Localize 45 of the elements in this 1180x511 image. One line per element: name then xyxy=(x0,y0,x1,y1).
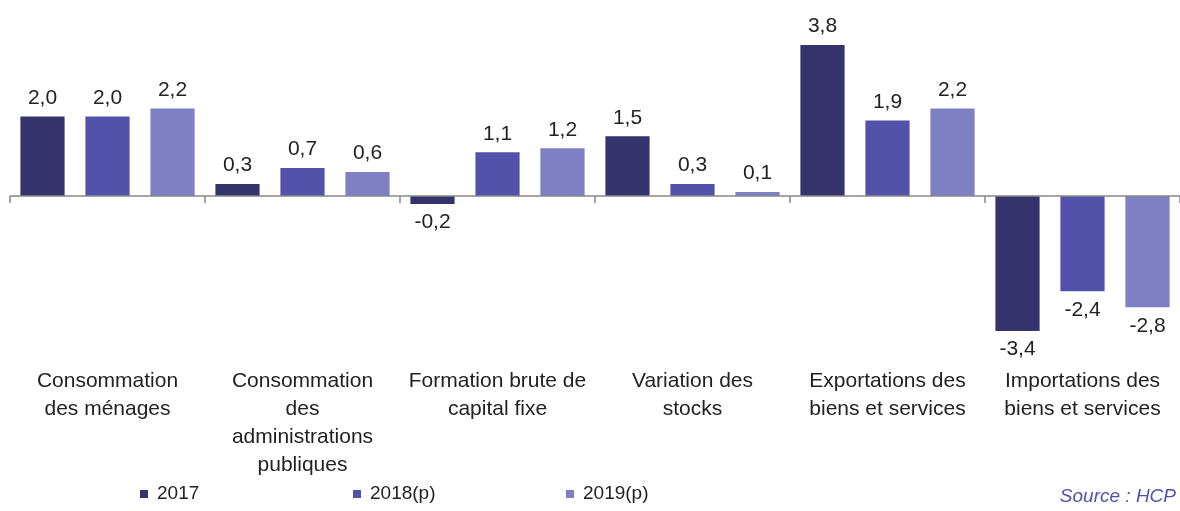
data-label: -2,4 xyxy=(1064,296,1101,320)
bar xyxy=(1125,195,1170,308)
data-label: 0,1 xyxy=(742,160,773,184)
bar xyxy=(670,184,715,196)
legend-label: 2018(p) xyxy=(370,482,436,504)
bar xyxy=(865,120,910,196)
bar xyxy=(345,172,390,196)
bar xyxy=(215,184,260,196)
data-label: 2,0 xyxy=(27,84,58,108)
data-label: -0,2 xyxy=(414,209,451,233)
data-label: 1,1 xyxy=(482,120,513,144)
bar xyxy=(995,195,1040,332)
bar xyxy=(475,152,520,196)
bar xyxy=(1060,195,1105,292)
legend-label: 2019(p) xyxy=(583,482,649,504)
data-label: 2,2 xyxy=(937,76,968,100)
bar xyxy=(605,136,650,196)
source-note: Source : HCP xyxy=(1059,485,1176,507)
data-label: 0,3 xyxy=(222,152,253,176)
bar xyxy=(540,148,585,196)
x-tick-label: Consommation des administrations publiques xyxy=(231,368,374,476)
bar xyxy=(150,108,195,196)
data-label: -3,4 xyxy=(999,336,1036,360)
bar xyxy=(930,108,975,196)
data-label: 1,5 xyxy=(612,104,643,128)
data-label: 2,0 xyxy=(92,84,123,108)
x-tick-label: Formation brute de capital fixe xyxy=(408,368,587,420)
data-label: 2,2 xyxy=(157,76,188,100)
x-tick-label: Importations des biens et services xyxy=(1004,368,1161,420)
data-label: 0,6 xyxy=(352,140,383,164)
data-label: 1,9 xyxy=(872,88,903,112)
bar xyxy=(20,116,65,196)
bar xyxy=(800,44,845,196)
data-label: 3,8 xyxy=(807,13,838,37)
data-label: 0,3 xyxy=(677,152,708,176)
x-tick-label: Exportations des biens et services xyxy=(809,368,966,420)
bar xyxy=(85,116,130,196)
data-label: -2,8 xyxy=(1129,312,1166,336)
data-label: 1,2 xyxy=(547,116,578,140)
bar xyxy=(280,168,325,196)
x-tick-label: Variation des stocks xyxy=(631,368,754,420)
bar xyxy=(410,195,455,204)
legend-label: 2017 xyxy=(157,482,200,504)
x-tick-label: Consommation des ménages xyxy=(36,368,179,420)
data-label: 0,7 xyxy=(287,136,318,160)
